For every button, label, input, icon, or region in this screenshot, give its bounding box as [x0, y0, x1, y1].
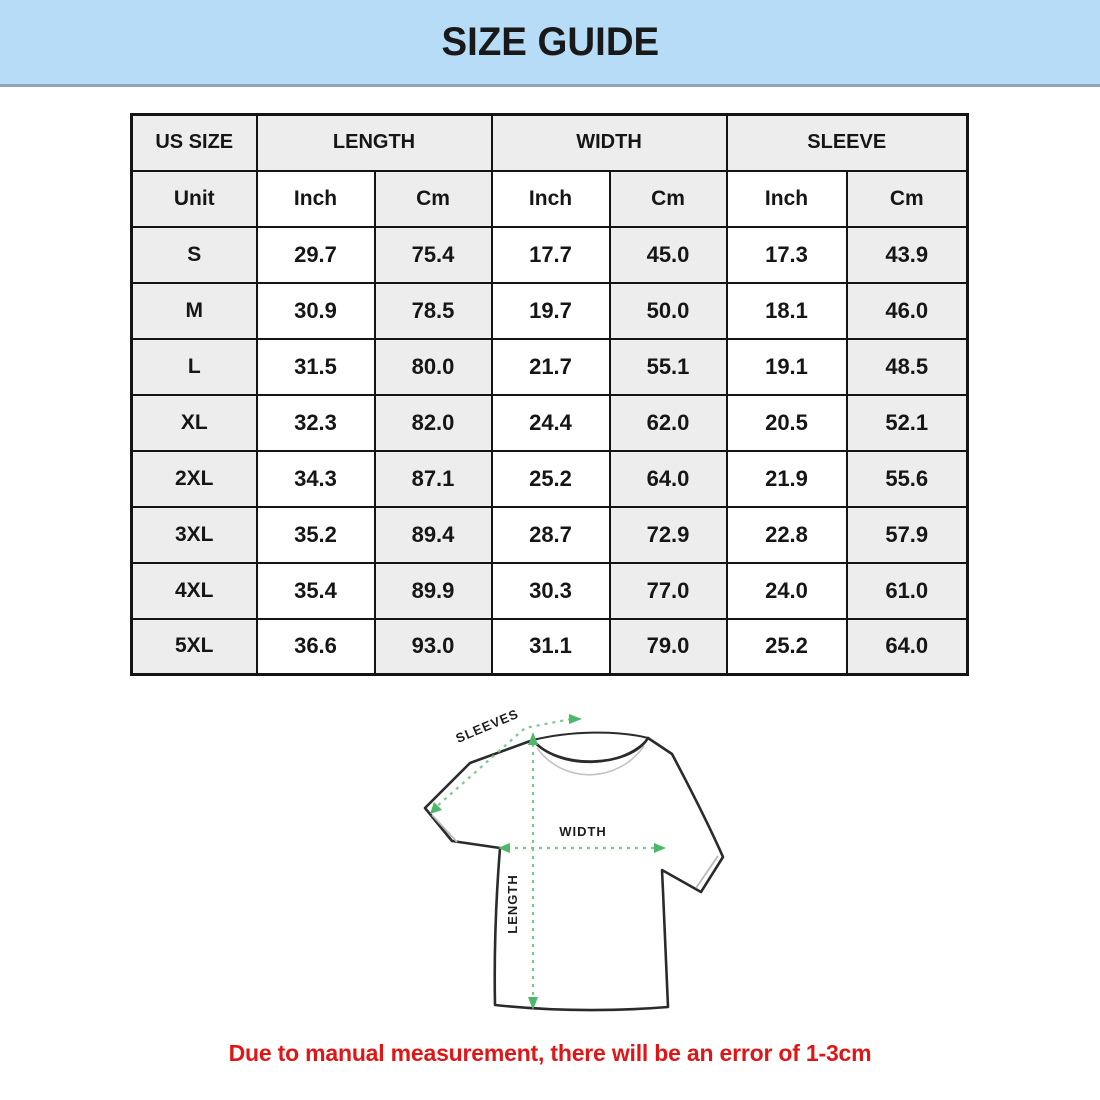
table-row: 4XL 35.4 89.9 30.3 77.0 24.0 61.0 [130, 561, 969, 620]
width-label: WIDTH [559, 824, 607, 839]
size-cell: S [130, 225, 258, 284]
value-cell: 89.9 [373, 561, 493, 620]
size-cell: M [130, 281, 258, 340]
value-cell: 20.5 [725, 393, 848, 452]
us-size-header: US SIZE [130, 113, 258, 172]
unit-cell: Inch [255, 169, 376, 228]
size-table: US SIZE LENGTH WIDTH SLEEVE Unit Inch Cm… [130, 113, 969, 676]
value-cell: 24.0 [725, 561, 848, 620]
unit-cell: Unit [130, 169, 258, 228]
value-cell: 62.0 [608, 393, 728, 452]
table-row: S 29.7 75.4 17.7 45.0 17.3 43.9 [130, 225, 969, 284]
right-cuff-seam [695, 855, 719, 889]
unit-row: Unit Inch Cm Inch Cm Inch Cm [130, 169, 969, 228]
value-cell: 48.5 [845, 337, 969, 396]
value-cell: 30.9 [255, 281, 376, 340]
table-row: 5XL 36.6 93.0 31.1 79.0 25.2 64.0 [130, 617, 969, 676]
value-cell: 78.5 [373, 281, 493, 340]
table-row: L 31.5 80.0 21.7 55.1 19.1 48.5 [130, 337, 969, 396]
length-label: LENGTH [505, 874, 520, 933]
unit-cell: Cm [845, 169, 969, 228]
sleeves-arrow [430, 714, 582, 814]
value-cell: 55.6 [845, 449, 969, 508]
width-arrow [498, 843, 666, 853]
unit-cell: Cm [373, 169, 493, 228]
value-cell: 18.1 [725, 281, 848, 340]
value-cell: 75.4 [373, 225, 493, 284]
size-cell: L [130, 337, 258, 396]
value-cell: 36.6 [255, 617, 376, 676]
value-cell: 31.1 [490, 617, 611, 676]
group-header-row: US SIZE LENGTH WIDTH SLEEVE [130, 113, 969, 172]
value-cell: 50.0 [608, 281, 728, 340]
value-cell: 64.0 [608, 449, 728, 508]
collar-line [532, 731, 649, 741]
value-cell: 32.3 [255, 393, 376, 452]
value-cell: 34.3 [255, 449, 376, 508]
width-header: WIDTH [490, 113, 728, 172]
sleeve-header: SLEEVE [725, 113, 969, 172]
value-cell: 57.9 [845, 505, 969, 564]
value-cell: 29.7 [255, 225, 376, 284]
value-cell: 64.0 [845, 617, 969, 676]
size-cell: 5XL [130, 617, 258, 676]
length-header: LENGTH [255, 113, 493, 172]
value-cell: 25.2 [725, 617, 848, 676]
size-guide-banner: SIZE GUIDE [0, 0, 1100, 87]
value-cell: 17.7 [490, 225, 611, 284]
value-cell: 79.0 [608, 617, 728, 676]
value-cell: 19.7 [490, 281, 611, 340]
value-cell: 80.0 [373, 337, 493, 396]
unit-cell: Inch [725, 169, 848, 228]
collar-line [535, 741, 646, 764]
table-row: M 30.9 78.5 19.7 50.0 18.1 46.0 [130, 281, 969, 340]
size-cell: 2XL [130, 449, 258, 508]
value-cell: 21.9 [725, 449, 848, 508]
value-cell: 82.0 [373, 393, 493, 452]
unit-cell: Inch [490, 169, 611, 228]
value-cell: 43.9 [845, 225, 969, 284]
value-cell: 72.9 [608, 505, 728, 564]
value-cell: 24.4 [490, 393, 611, 452]
value-cell: 77.0 [608, 561, 728, 620]
table-row: 2XL 34.3 87.1 25.2 64.0 21.9 55.6 [130, 449, 969, 508]
page-title: SIZE GUIDE [441, 19, 659, 64]
value-cell: 30.3 [490, 561, 611, 620]
value-cell: 31.5 [255, 337, 376, 396]
value-cell: 22.8 [725, 505, 848, 564]
length-arrow [528, 732, 538, 1010]
value-cell: 61.0 [845, 561, 969, 620]
value-cell: 28.7 [490, 505, 611, 564]
value-cell: 19.1 [725, 337, 848, 396]
value-cell: 21.7 [490, 337, 611, 396]
value-cell: 35.2 [255, 505, 376, 564]
value-cell: 93.0 [373, 617, 493, 676]
tshirt-diagram: SLEEVES WIDTH LENGTH [423, 706, 725, 1012]
table-row: 3XL 35.2 89.4 28.7 72.9 22.8 57.9 [130, 505, 969, 564]
size-cell: XL [130, 393, 258, 452]
value-cell: 17.3 [725, 225, 848, 284]
value-cell: 52.1 [845, 393, 969, 452]
collar-back-seam [536, 745, 645, 776]
value-cell: 45.0 [608, 225, 728, 284]
size-cell: 3XL [130, 505, 258, 564]
value-cell: 25.2 [490, 449, 611, 508]
measurement-disclaimer: Due to manual measurement, there will be… [228, 1040, 872, 1066]
value-cell: 46.0 [845, 281, 969, 340]
left-cuff-seam [431, 814, 458, 843]
value-cell: 55.1 [608, 337, 728, 396]
value-cell: 89.4 [373, 505, 493, 564]
size-cell: 4XL [130, 561, 258, 620]
unit-cell: Cm [608, 169, 728, 228]
value-cell: 87.1 [373, 449, 493, 508]
value-cell: 35.4 [255, 561, 376, 620]
table-row: XL 32.3 82.0 24.4 62.0 20.5 52.1 [130, 393, 969, 452]
tshirt-outline [423, 736, 725, 1012]
